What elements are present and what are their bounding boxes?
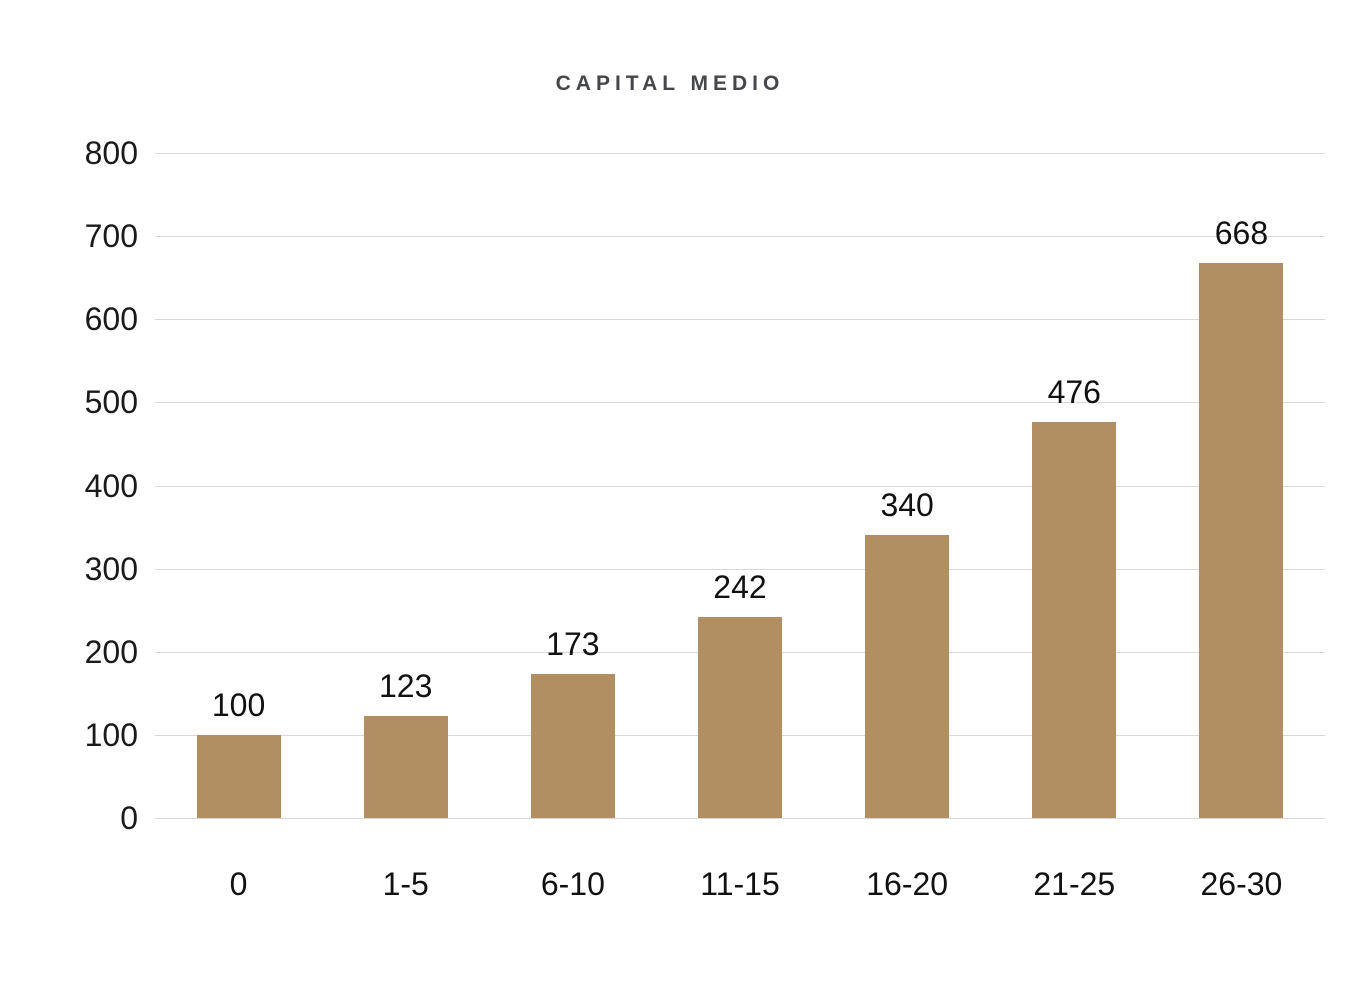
bar-26-30 — [1199, 262, 1284, 818]
gridline — [155, 319, 1325, 321]
gridline — [155, 402, 1325, 404]
gridline — [155, 485, 1325, 487]
bar-value-label: 123 — [379, 667, 433, 704]
y-tick-label: 700 — [84, 218, 138, 255]
x-tick-label: 6-10 — [540, 866, 605, 902]
bar-value-label: 100 — [211, 686, 266, 723]
y-tick-label: 200 — [84, 633, 138, 670]
x-tick-label: 11-15 — [700, 866, 780, 902]
bar-0 — [196, 734, 281, 818]
y-tick-label: 500 — [84, 384, 138, 421]
bar-11-15 — [698, 616, 782, 818]
y-tick-label: 300 — [84, 550, 138, 587]
bar-1-5 — [363, 715, 448, 818]
bar-21-25 — [1032, 422, 1117, 818]
bar-value-label: 242 — [713, 568, 767, 605]
y-tick-label: 400 — [84, 467, 138, 504]
y-tick-label: 600 — [84, 301, 138, 338]
y-tick-label: 0 — [120, 800, 138, 836]
bar-6-10 — [530, 674, 615, 818]
chart-title: CAPITAL MEDIO — [555, 72, 785, 95]
bar-value-label: 668 — [1214, 214, 1269, 251]
bar-16-20 — [865, 535, 950, 818]
gridline — [155, 153, 1325, 154]
gridline — [155, 818, 1325, 819]
plot-area: 100 123 173 242 340 476 668 — [155, 153, 1325, 819]
gridline — [155, 236, 1325, 238]
y-tick-label: 100 — [84, 716, 138, 753]
bar-value-label: 340 — [880, 487, 934, 524]
x-tick-label: 1-5 — [382, 866, 429, 902]
x-tick-label: 21-25 — [1033, 866, 1116, 902]
x-tick-label: 26-30 — [1200, 866, 1283, 902]
x-tick-label: 16-20 — [866, 866, 949, 902]
bar-value-label: 173 — [546, 626, 600, 663]
bar-value-label: 476 — [1047, 374, 1101, 411]
gridline — [155, 568, 1325, 570]
x-tick-label: 0 — [229, 866, 248, 902]
y-tick-label: 800 — [84, 135, 138, 171]
